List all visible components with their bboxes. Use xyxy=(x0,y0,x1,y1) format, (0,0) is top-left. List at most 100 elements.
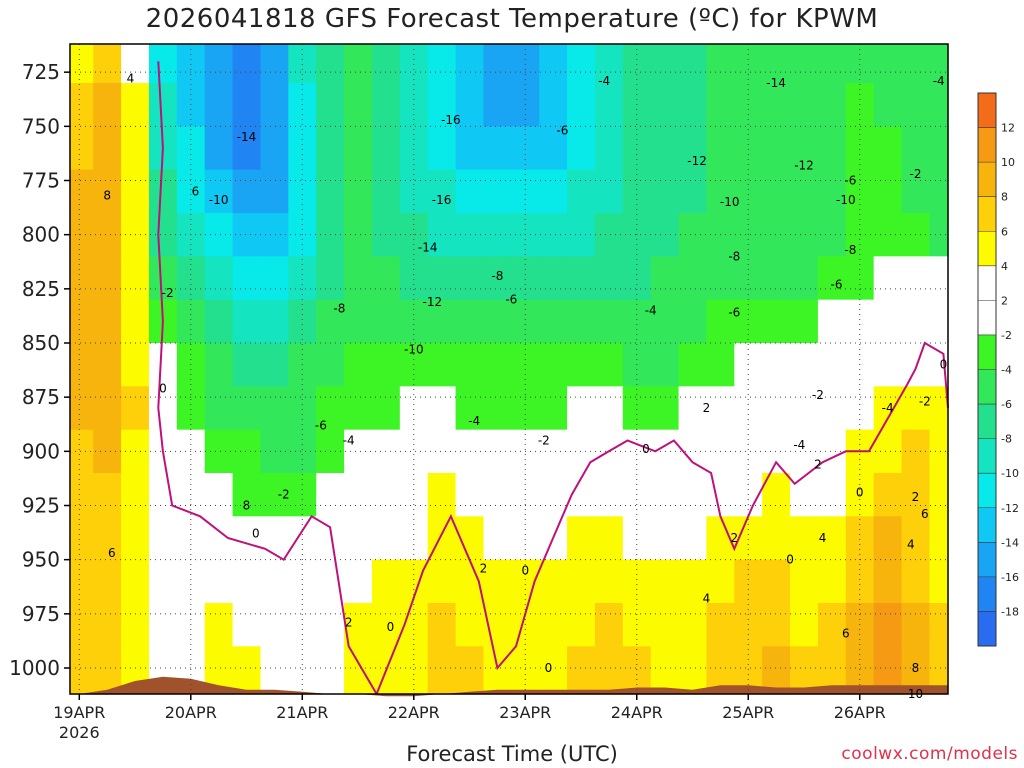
contour-label: -6 xyxy=(728,306,740,320)
heatmap-cell xyxy=(316,126,345,171)
heatmap-cell xyxy=(734,169,763,214)
colorbar-segment xyxy=(978,369,996,405)
heatmap-cell xyxy=(371,516,401,561)
heatmap-cell xyxy=(511,256,540,301)
heatmap-cell xyxy=(260,429,289,474)
heatmap-cell xyxy=(204,343,234,387)
heatmap-cell xyxy=(901,343,931,387)
heatmap-cell xyxy=(817,559,847,604)
heatmap-cell xyxy=(706,169,735,214)
contour-label: -2 xyxy=(538,434,550,448)
heatmap-cell xyxy=(176,299,206,344)
heatmap-cell xyxy=(121,516,150,561)
colorbar-label: -8 xyxy=(1001,433,1012,446)
heatmap-cell xyxy=(371,343,401,387)
heatmap-cell xyxy=(539,386,568,431)
colorbar-label: 10 xyxy=(1001,156,1015,169)
heatmap-cell xyxy=(70,429,94,474)
heatmap-cell xyxy=(845,169,875,214)
heatmap-cell xyxy=(399,429,429,474)
heatmap-cell xyxy=(929,646,949,695)
heatmap-cell xyxy=(260,169,289,214)
heatmap-cell xyxy=(427,213,457,257)
heatmap-cell xyxy=(455,603,485,647)
heatmap-cell xyxy=(148,44,178,84)
heatmap-cell xyxy=(594,473,624,517)
heatmap-cell xyxy=(790,516,819,561)
heatmap-cell xyxy=(121,83,150,127)
contour-label: -6 xyxy=(315,418,327,432)
heatmap-cell xyxy=(734,429,763,474)
y-tick-label: 975 xyxy=(22,602,60,626)
heatmap-cell xyxy=(929,299,949,344)
colorbar-segment xyxy=(978,473,996,509)
heatmap-cell xyxy=(678,386,708,431)
heatmap-cell xyxy=(121,126,150,171)
heatmap-cell xyxy=(93,126,122,171)
heatmap-cell xyxy=(371,603,401,647)
heatmap-cell xyxy=(344,343,373,387)
heatmap-cell xyxy=(427,429,457,474)
heatmap-cell xyxy=(678,213,708,257)
heatmap-cell xyxy=(455,256,485,301)
colorbar-label: -14 xyxy=(1001,536,1019,549)
heatmap-cell xyxy=(734,44,763,84)
heatmap-cell xyxy=(483,429,512,474)
heatmap-cell xyxy=(483,559,512,604)
terrain-area xyxy=(70,676,948,697)
heatmap-cell xyxy=(873,126,903,171)
heatmap-cell xyxy=(93,44,122,84)
plot-frame xyxy=(69,43,949,695)
heatmap-cell xyxy=(260,213,289,257)
heatmap-cell xyxy=(121,603,150,647)
heatmap-cell xyxy=(594,213,624,257)
heatmap-cell xyxy=(790,126,819,171)
heatmap-cell xyxy=(371,256,401,301)
heatmap-cell xyxy=(762,256,791,301)
heatmap-cell xyxy=(594,386,624,431)
heatmap-cell xyxy=(399,386,429,431)
heatmap-cell xyxy=(371,44,401,84)
heatmap-cell xyxy=(873,603,903,647)
heatmap-cell xyxy=(762,169,791,214)
heatmap-cell xyxy=(93,256,122,301)
heatmap-cell xyxy=(567,299,596,344)
heatmap-cell xyxy=(790,603,819,647)
contour-label: -2 xyxy=(919,395,931,409)
heatmap-cell xyxy=(706,343,735,387)
heatmap-cell xyxy=(176,126,206,171)
colorbar-segment xyxy=(978,196,996,232)
contour-label: -2 xyxy=(910,167,922,181)
heatmap-cell xyxy=(455,299,485,344)
heatmap-cell xyxy=(817,343,847,387)
heatmap-cell xyxy=(511,126,540,171)
heatmap-cell xyxy=(790,343,819,387)
heatmap-cell xyxy=(539,213,568,257)
heatmap-cell xyxy=(539,44,568,84)
heatmap-cell xyxy=(260,256,289,301)
heatmap-cell xyxy=(706,559,735,604)
heatmap-cell xyxy=(511,386,540,431)
heatmap-cell xyxy=(650,386,680,431)
heatmap-cell xyxy=(539,126,568,171)
heatmap-cell xyxy=(93,603,122,647)
heatmap-cell xyxy=(93,83,122,127)
contour-label: -14 xyxy=(418,241,438,255)
contour-label: 8 xyxy=(243,499,251,513)
y-tick-label: 950 xyxy=(22,548,60,572)
heatmap-cell xyxy=(817,603,847,647)
heatmap-cell xyxy=(650,473,680,517)
heatmap-cell xyxy=(232,83,262,127)
heatmap-cell xyxy=(706,44,735,84)
y-tick-label: 850 xyxy=(22,331,60,355)
heatmap-cell xyxy=(260,126,289,171)
heatmap-cell xyxy=(901,256,931,301)
heatmap-cell xyxy=(873,386,903,431)
heatmap-cell xyxy=(427,83,457,127)
contour-label: 2 xyxy=(912,490,920,504)
heatmap-cell xyxy=(678,343,708,387)
heatmap-cell xyxy=(873,429,903,474)
heatmap-cell xyxy=(121,44,150,84)
heatmap-cell xyxy=(148,516,178,561)
contour-label: 4 xyxy=(907,538,915,552)
